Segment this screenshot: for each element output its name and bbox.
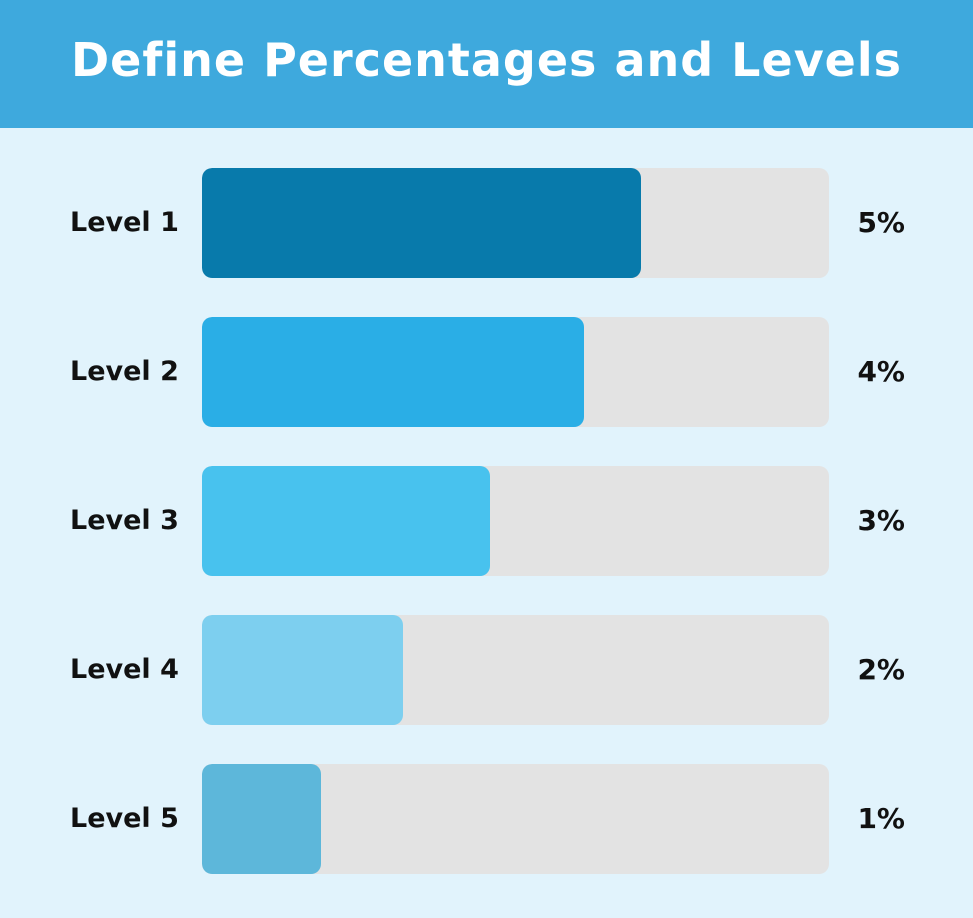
category-label: Level 5 [70, 803, 179, 834]
category-label: Level 3 [70, 505, 179, 536]
bar-row: Level 5 1% [0, 764, 973, 874]
bar-fill [202, 317, 584, 427]
bar-track [202, 615, 829, 725]
header-banner: Define Percentages and Levels [0, 0, 973, 128]
bar-track [202, 168, 829, 278]
bar-fill [202, 168, 641, 278]
bar-fill [202, 764, 321, 874]
value-label: 3% [857, 504, 905, 537]
chart-title: Define Percentages and Levels [70, 33, 903, 87]
value-label: 1% [857, 802, 905, 835]
bar-fill [202, 615, 403, 725]
value-label: 4% [857, 355, 905, 388]
bar-fill [202, 466, 490, 576]
category-label: Level 4 [70, 654, 179, 685]
value-label: 2% [857, 653, 905, 686]
bar-row: Level 4 2% [0, 615, 973, 725]
category-label: Level 1 [70, 207, 179, 238]
bar-row: Level 1 5% [0, 168, 973, 278]
bar-track [202, 466, 829, 576]
bar-row: Level 3 3% [0, 466, 973, 576]
bar-row: Level 2 4% [0, 317, 973, 427]
category-label: Level 2 [70, 356, 179, 387]
value-label: 5% [857, 206, 905, 239]
bar-track [202, 764, 829, 874]
bar-track [202, 317, 829, 427]
bar-chart: Level 1 5% Level 2 4% Level 3 3% Level 4 2% Leve… [0, 128, 973, 918]
